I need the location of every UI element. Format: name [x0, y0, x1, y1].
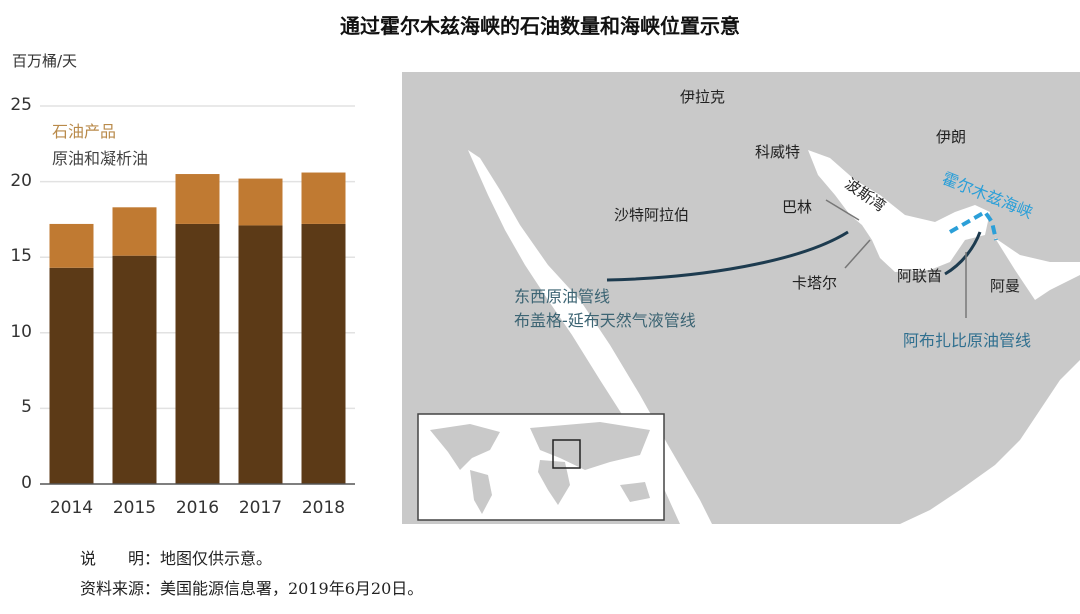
y-axis-unit: 百万桶/天 — [12, 52, 78, 70]
legend-products: 石油产品 — [52, 122, 117, 141]
label-ngl-pipeline: 布盖格-延布天然气液管线 — [514, 311, 696, 330]
map — [402, 72, 1080, 524]
legend-crude: 原油和凝析油 — [52, 149, 149, 168]
inset-region-box — [552, 439, 581, 469]
bar-chart — [40, 105, 355, 485]
bahrain-leader — [825, 199, 860, 221]
note: 说 明：地图仅供示意。 — [80, 549, 273, 568]
bar-crude-2017 — [238, 225, 283, 484]
bar-products-2015 — [112, 207, 157, 256]
y-tick-label: 5 — [21, 397, 32, 418]
y-tick-label: 25 — [10, 95, 32, 115]
bar-crude-2016 — [175, 223, 220, 484]
arabian-sea — [900, 360, 1080, 524]
label-oman: 阿曼 — [990, 277, 1021, 295]
label-east-west-pipeline: 东西原油管线 — [514, 287, 611, 306]
bar-crude-2014 — [49, 267, 94, 484]
bar-products-2014 — [49, 223, 94, 268]
y-tick-label: 10 — [10, 321, 32, 342]
bar-products-2017 — [238, 178, 283, 226]
x-tick-label: 2017 — [238, 498, 283, 518]
x-tick-label: 2016 — [175, 498, 220, 518]
x-tick-label: 2015 — [112, 498, 157, 518]
label-iraq: 伊拉克 — [680, 88, 726, 106]
qatar-leader — [844, 239, 871, 269]
label-kuwait: 科威特 — [755, 143, 801, 161]
x-tick-label: 2014 — [49, 498, 94, 518]
label-iran: 伊朗 — [936, 128, 967, 146]
x-tick-label: 2018 — [301, 498, 346, 518]
hormuz-route — [949, 209, 998, 241]
y-tick-label: 20 — [10, 170, 32, 191]
east-west-pipeline — [606, 230, 849, 282]
label-bahrain: 巴林 — [782, 198, 813, 216]
bar-crude-2018 — [301, 223, 346, 484]
bar-products-2018 — [301, 172, 346, 224]
inset-continents — [430, 422, 650, 514]
label-uae: 阿联酋 — [897, 267, 943, 285]
source: 资料来源：美国能源信息署，2019年6月20日。 — [80, 579, 424, 598]
bar-products-2016 — [175, 174, 220, 224]
gulf-of-oman — [995, 238, 1080, 300]
y-tick-label: 15 — [10, 246, 32, 267]
label-qatar: 卡塔尔 — [792, 274, 838, 292]
figure-title: 通过霍尔木兹海峡的石油数量和海峡位置示意 — [340, 14, 740, 38]
bar-crude-2015 — [112, 255, 157, 484]
y-tick-label: 0 — [21, 473, 32, 493]
persian-gulf — [808, 150, 990, 272]
label-saudi: 沙特阿拉伯 — [614, 206, 690, 224]
label-adcop: 阿布扎比原油管线 — [903, 331, 1032, 350]
